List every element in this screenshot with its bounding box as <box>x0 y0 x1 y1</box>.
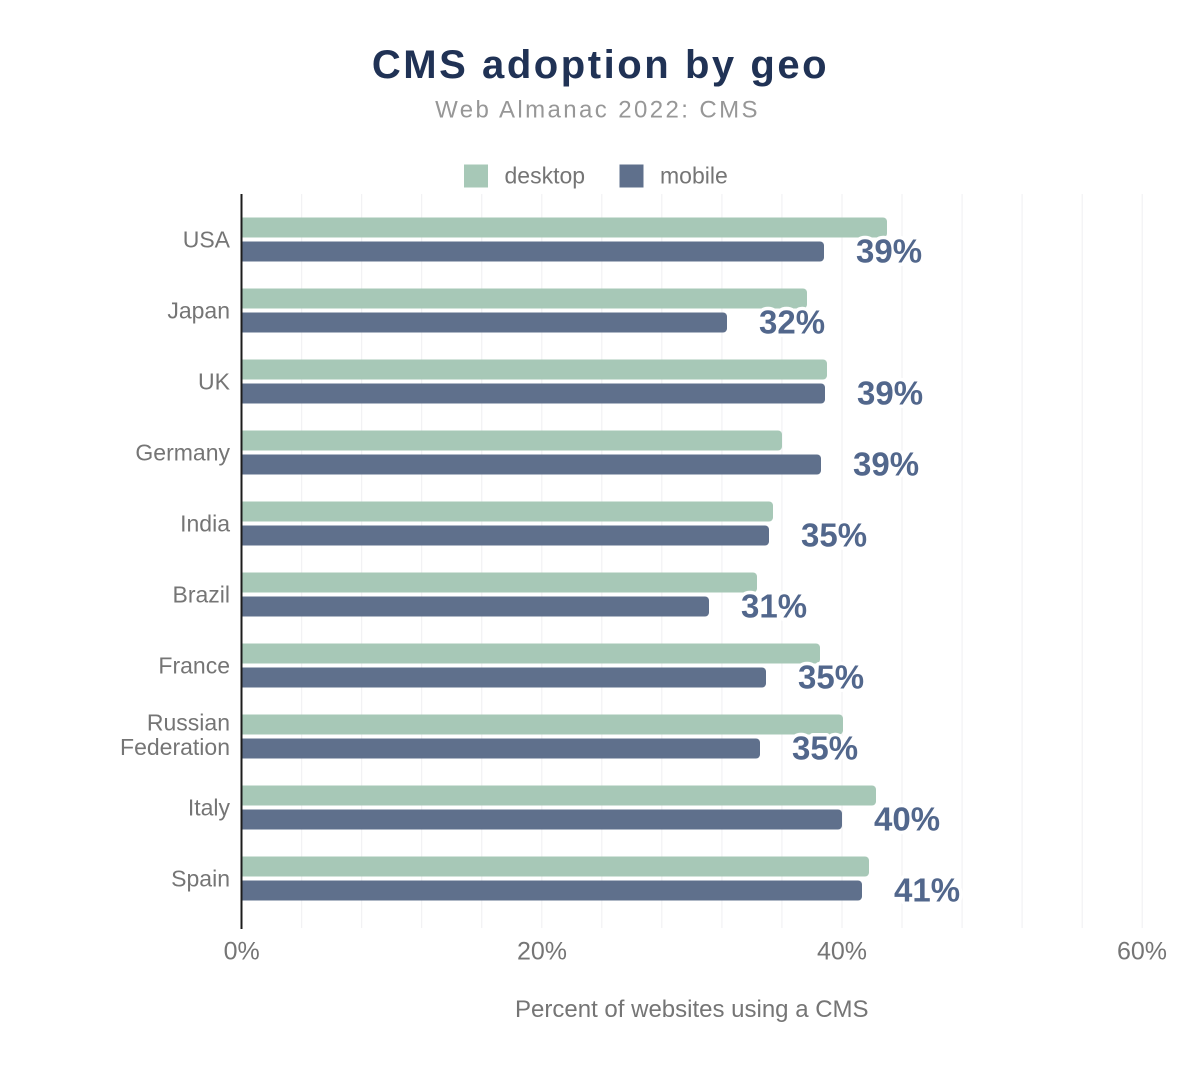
svg-text:32%: 32% <box>759 304 825 341</box>
svg-text:USA: USA <box>183 227 231 253</box>
svg-text:Italy: Italy <box>188 795 231 821</box>
svg-text:France: France <box>158 653 230 679</box>
svg-text:20%: 20% <box>517 938 567 966</box>
svg-text:40%: 40% <box>874 801 940 838</box>
svg-text:Web Almanac 2022: CMS: Web Almanac 2022: CMS <box>435 97 760 124</box>
svg-text:40%: 40% <box>817 938 867 966</box>
svg-text:39%: 39% <box>856 233 922 270</box>
svg-text:41%: 41% <box>894 872 960 909</box>
svg-text:Germany: Germany <box>135 440 230 466</box>
svg-text:39%: 39% <box>853 446 919 483</box>
svg-text:UK: UK <box>198 369 231 395</box>
svg-text:35%: 35% <box>798 659 864 696</box>
svg-text:Russian: Russian <box>147 710 230 736</box>
svg-text:0%: 0% <box>224 938 260 966</box>
svg-text:31%: 31% <box>741 588 807 625</box>
svg-text:Brazil: Brazil <box>172 582 230 608</box>
svg-text:CMS adoption by geo: CMS adoption by geo <box>372 43 829 87</box>
svg-text:Spain: Spain <box>171 866 230 892</box>
svg-text:35%: 35% <box>792 730 858 767</box>
svg-text:India: India <box>180 511 230 537</box>
svg-text:39%: 39% <box>857 375 923 412</box>
svg-text:Percent of websites using a CM: Percent of websites using a CMS <box>515 996 869 1023</box>
svg-text:Japan: Japan <box>167 298 230 324</box>
svg-text:35%: 35% <box>801 517 867 554</box>
svg-text:desktop: desktop <box>505 163 586 189</box>
svg-text:Federation: Federation <box>120 734 230 760</box>
svg-text:60%: 60% <box>1117 938 1167 966</box>
svg-text:mobile: mobile <box>660 163 728 189</box>
